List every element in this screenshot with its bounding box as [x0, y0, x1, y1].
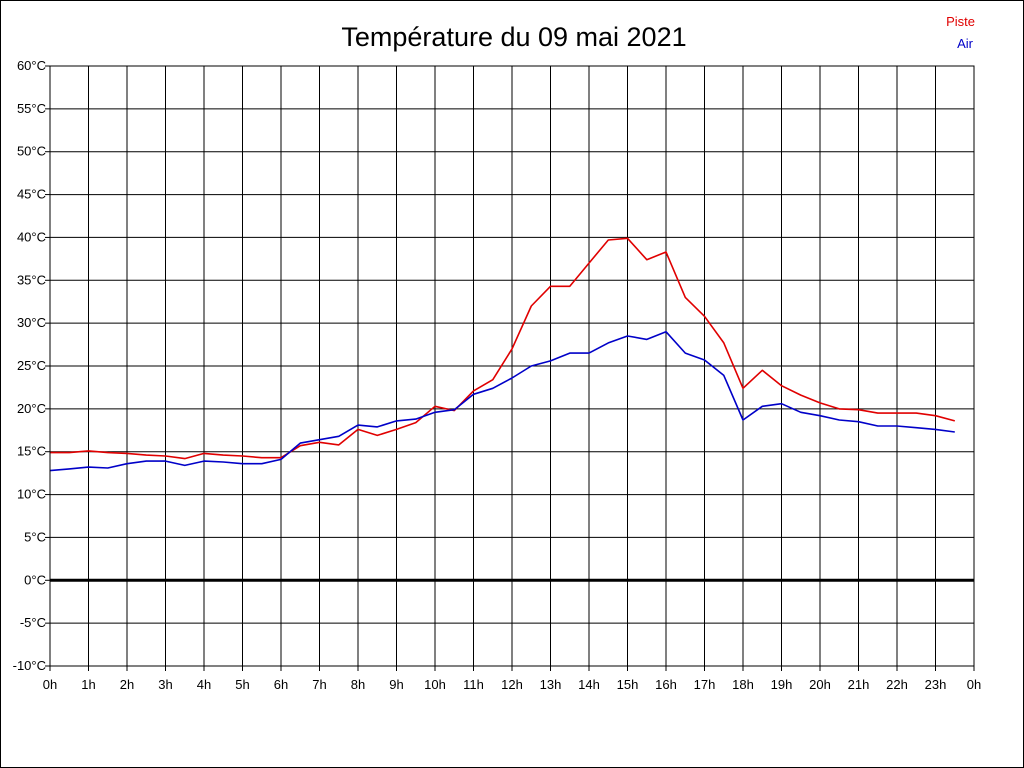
x-tick-label: 6h [274, 677, 288, 692]
x-tick-label: 20h [809, 677, 831, 692]
y-tick-label: 25°C [17, 358, 46, 373]
series-line-piste [50, 237, 956, 460]
grid [45, 65, 975, 671]
x-tick-label: 9h [389, 677, 403, 692]
x-tick-label: 3h [158, 677, 172, 692]
y-tick-label: 0°C [24, 572, 46, 587]
legend-air: Air [957, 36, 974, 51]
x-tick-label: 0h [967, 677, 981, 692]
x-tick-label: 7h [312, 677, 326, 692]
plot-border [49, 65, 975, 667]
y-tick-label: -10°C [13, 658, 46, 673]
x-tick-label: 18h [732, 677, 754, 692]
legend-piste: Piste [946, 14, 975, 29]
y-tick-label: 50°C [17, 144, 46, 159]
x-tick-label: 19h [771, 677, 793, 692]
x-tick-label: 2h [120, 677, 134, 692]
x-tick-label: 0h [43, 677, 57, 692]
legend: Piste Air [946, 14, 975, 51]
x-tick-label: 10h [424, 677, 446, 692]
x-tick-label: 8h [351, 677, 365, 692]
y-tick-label: 10°C [17, 487, 46, 502]
x-tick-label: 5h [235, 677, 249, 692]
x-tick-label: 22h [886, 677, 908, 692]
y-tick-label: 5°C [24, 529, 46, 544]
x-tick-label: 15h [617, 677, 639, 692]
x-tick-label: 1h [81, 677, 95, 692]
y-tick-label: 60°C [17, 58, 46, 73]
y-tick-label: 20°C [17, 401, 46, 416]
y-tick-label: -5°C [20, 615, 46, 630]
series-line-air [49, 330, 955, 472]
x-tick-label: 21h [848, 677, 870, 692]
y-tick-label: 45°C [17, 187, 46, 202]
y-tick-label: 30°C [17, 315, 46, 330]
y-axis-ticks: -10°C -5°C 0°C 5°C 10°C 15°C 20°C 25°C 30°C 35°C 4… [13, 58, 46, 673]
series-layer [49, 237, 956, 472]
x-tick-label: 17h [694, 677, 716, 692]
x-tick-label: 23h [925, 677, 947, 692]
x-tick-label: 4h [197, 677, 211, 692]
x-axis-ticks: 0h 1h 2h 3h 4h 5h 6h 7h 8h 9h 10h 11h 12h 13h 14h 15h 16… [43, 677, 981, 692]
x-tick-label: 11h [463, 677, 484, 692]
y-tick-label: 15°C [17, 444, 46, 459]
y-tick-label: 55°C [17, 101, 46, 116]
y-tick-label: 40°C [17, 229, 46, 244]
chart-title: Température du 09 mai 2021 [341, 22, 686, 52]
x-tick-label: 14h [578, 677, 600, 692]
x-tick-label: 13h [540, 677, 562, 692]
x-tick-label: 16h [655, 677, 677, 692]
y-tick-label: 35°C [17, 272, 46, 287]
x-tick-label: 12h [501, 677, 523, 692]
